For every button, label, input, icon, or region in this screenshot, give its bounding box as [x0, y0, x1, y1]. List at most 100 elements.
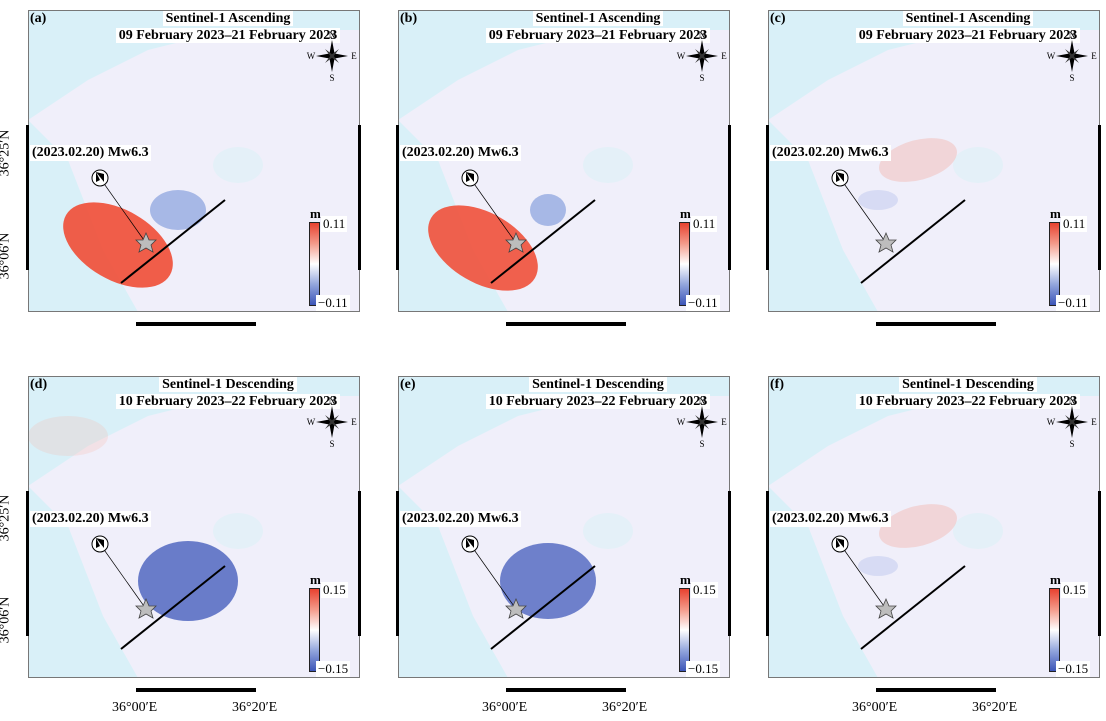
colorbar-unit: m — [310, 206, 321, 221]
scale-bar-bottom — [506, 322, 626, 326]
svg-text:E: E — [351, 417, 357, 427]
epicenter-star-icon — [135, 597, 157, 619]
epicenter-star-icon — [505, 597, 527, 619]
svg-text:S: S — [1069, 73, 1074, 82]
lake — [953, 513, 1003, 549]
panel-title: Sentinel-1 Descending — [818, 377, 1106, 393]
svg-text:E: E — [1091, 417, 1097, 427]
scale-bar-left — [396, 491, 399, 636]
sea-north — [398, 10, 730, 120]
colorbar-max: 0.11 — [321, 216, 348, 232]
svg-text:W: W — [1047, 51, 1056, 61]
svg-text:N: N — [329, 396, 336, 406]
map-panel-d: (d) Sentinel-1 Descending 10 February 20… — [26, 376, 361, 692]
event-label: (2023.02.20) Mw6.3 — [770, 511, 891, 527]
colorbar-min: −0.15 — [316, 661, 351, 677]
svg-text:W: W — [307, 51, 316, 61]
sea-north — [28, 376, 360, 486]
scale-bar-right — [728, 491, 731, 636]
beachball-icon — [461, 535, 479, 553]
deformation-lobe — [879, 138, 957, 182]
colorbar-unit: m — [1050, 206, 1061, 221]
lon-label-right-col3: 36°20′E — [972, 700, 1018, 715]
lon-label-right-col2: 36°20′E — [602, 700, 648, 715]
svg-text:N: N — [329, 30, 336, 40]
panel-label: (f) — [770, 377, 784, 392]
panel-date-range: 10 February 2023–22 February 2023 — [78, 394, 378, 410]
scale-bar-bottom — [876, 322, 996, 326]
panel-title: Sentinel-1 Descending — [448, 377, 748, 393]
deformation-lobe — [858, 190, 898, 210]
svg-text:S: S — [1069, 439, 1074, 448]
map-panel-a: (a) Sentinel-1 Ascending 09 February 202… — [26, 10, 361, 326]
colorbar-unit: m — [1050, 572, 1061, 587]
deformation-lobe — [530, 194, 566, 226]
map-canvas — [398, 10, 730, 312]
deformation-lobe — [28, 416, 108, 456]
panel-date-range: 10 February 2023–22 February 2023 — [448, 394, 748, 410]
scale-bar-bottom — [136, 688, 256, 692]
svg-text:S: S — [329, 73, 334, 82]
lon-label-right-col1: 36°20′E — [232, 700, 278, 715]
panel-label: (d) — [30, 377, 48, 392]
panel-title: Sentinel-1 Descending — [78, 377, 378, 393]
event-label: (2023.02.20) Mw6.3 — [30, 511, 151, 527]
svg-text:W: W — [677, 51, 686, 61]
scale-bar-left — [396, 125, 399, 270]
panel-date-range: 09 February 2023–21 February 2023 — [448, 28, 748, 44]
colorbar-unit: m — [680, 572, 691, 587]
fault-trace — [120, 199, 226, 284]
deformation-lobe — [500, 543, 596, 619]
epicenter-star-icon — [135, 231, 157, 253]
deformation-lobe — [879, 504, 957, 548]
sea-north — [28, 10, 360, 120]
svg-text:S: S — [699, 73, 704, 82]
deformation-lobe — [150, 190, 206, 230]
colorbar-max: 0.11 — [691, 216, 718, 232]
compass-rose-icon: N S E W — [307, 396, 358, 448]
scale-bar-right — [1098, 491, 1101, 636]
panel-label: (a) — [30, 11, 47, 26]
panel-label: (e) — [400, 377, 416, 392]
epicenter-star-icon — [875, 231, 897, 253]
deformation-lobe — [858, 556, 898, 576]
scale-bar-left — [766, 491, 769, 636]
panel-date-range: 09 February 2023–21 February 2023 — [818, 28, 1106, 44]
lake — [953, 147, 1003, 183]
event-label: (2023.02.20) Mw6.3 — [30, 145, 151, 161]
colorbar — [679, 222, 690, 306]
map-canvas — [768, 376, 1100, 678]
deformation-lobe — [138, 541, 238, 621]
beachball-icon — [831, 169, 849, 187]
svg-text:N: N — [1069, 30, 1076, 40]
scale-bar-bottom — [876, 688, 996, 692]
sea-north — [768, 376, 1100, 486]
map-panel-f: (f) Sentinel-1 Descending 10 February 20… — [766, 376, 1101, 692]
beachball-icon — [461, 169, 479, 187]
colorbar — [309, 588, 320, 672]
scale-bar-left — [26, 491, 29, 636]
colorbar-min: −0.11 — [316, 295, 350, 311]
fault-trace — [490, 565, 596, 650]
sea-southwest — [768, 120, 878, 312]
map-canvas — [28, 10, 360, 312]
colorbar-min: −0.11 — [1056, 295, 1090, 311]
deformation-map — [398, 376, 730, 678]
beachball-leader — [99, 543, 147, 610]
lat-label-bottom-row1: 36°06′N — [0, 232, 13, 280]
svg-text:E: E — [351, 51, 357, 61]
map-panel-e: (e) Sentinel-1 Descending 10 February 20… — [396, 376, 731, 692]
colorbar — [309, 222, 320, 306]
event-label: (2023.02.20) Mw6.3 — [400, 511, 521, 527]
lake — [583, 147, 633, 183]
beachball-leader — [99, 177, 147, 244]
deformation-lobe — [63, 202, 173, 288]
colorbar-max: 0.11 — [1061, 216, 1088, 232]
sea-southwest — [768, 486, 878, 678]
panel-label: (c) — [770, 11, 786, 26]
svg-text:E: E — [721, 51, 727, 61]
svg-text:N: N — [1069, 396, 1076, 406]
colorbar-max: 0.15 — [321, 582, 348, 598]
colorbar-min: −0.15 — [686, 661, 721, 677]
beachball-leader — [839, 177, 887, 244]
